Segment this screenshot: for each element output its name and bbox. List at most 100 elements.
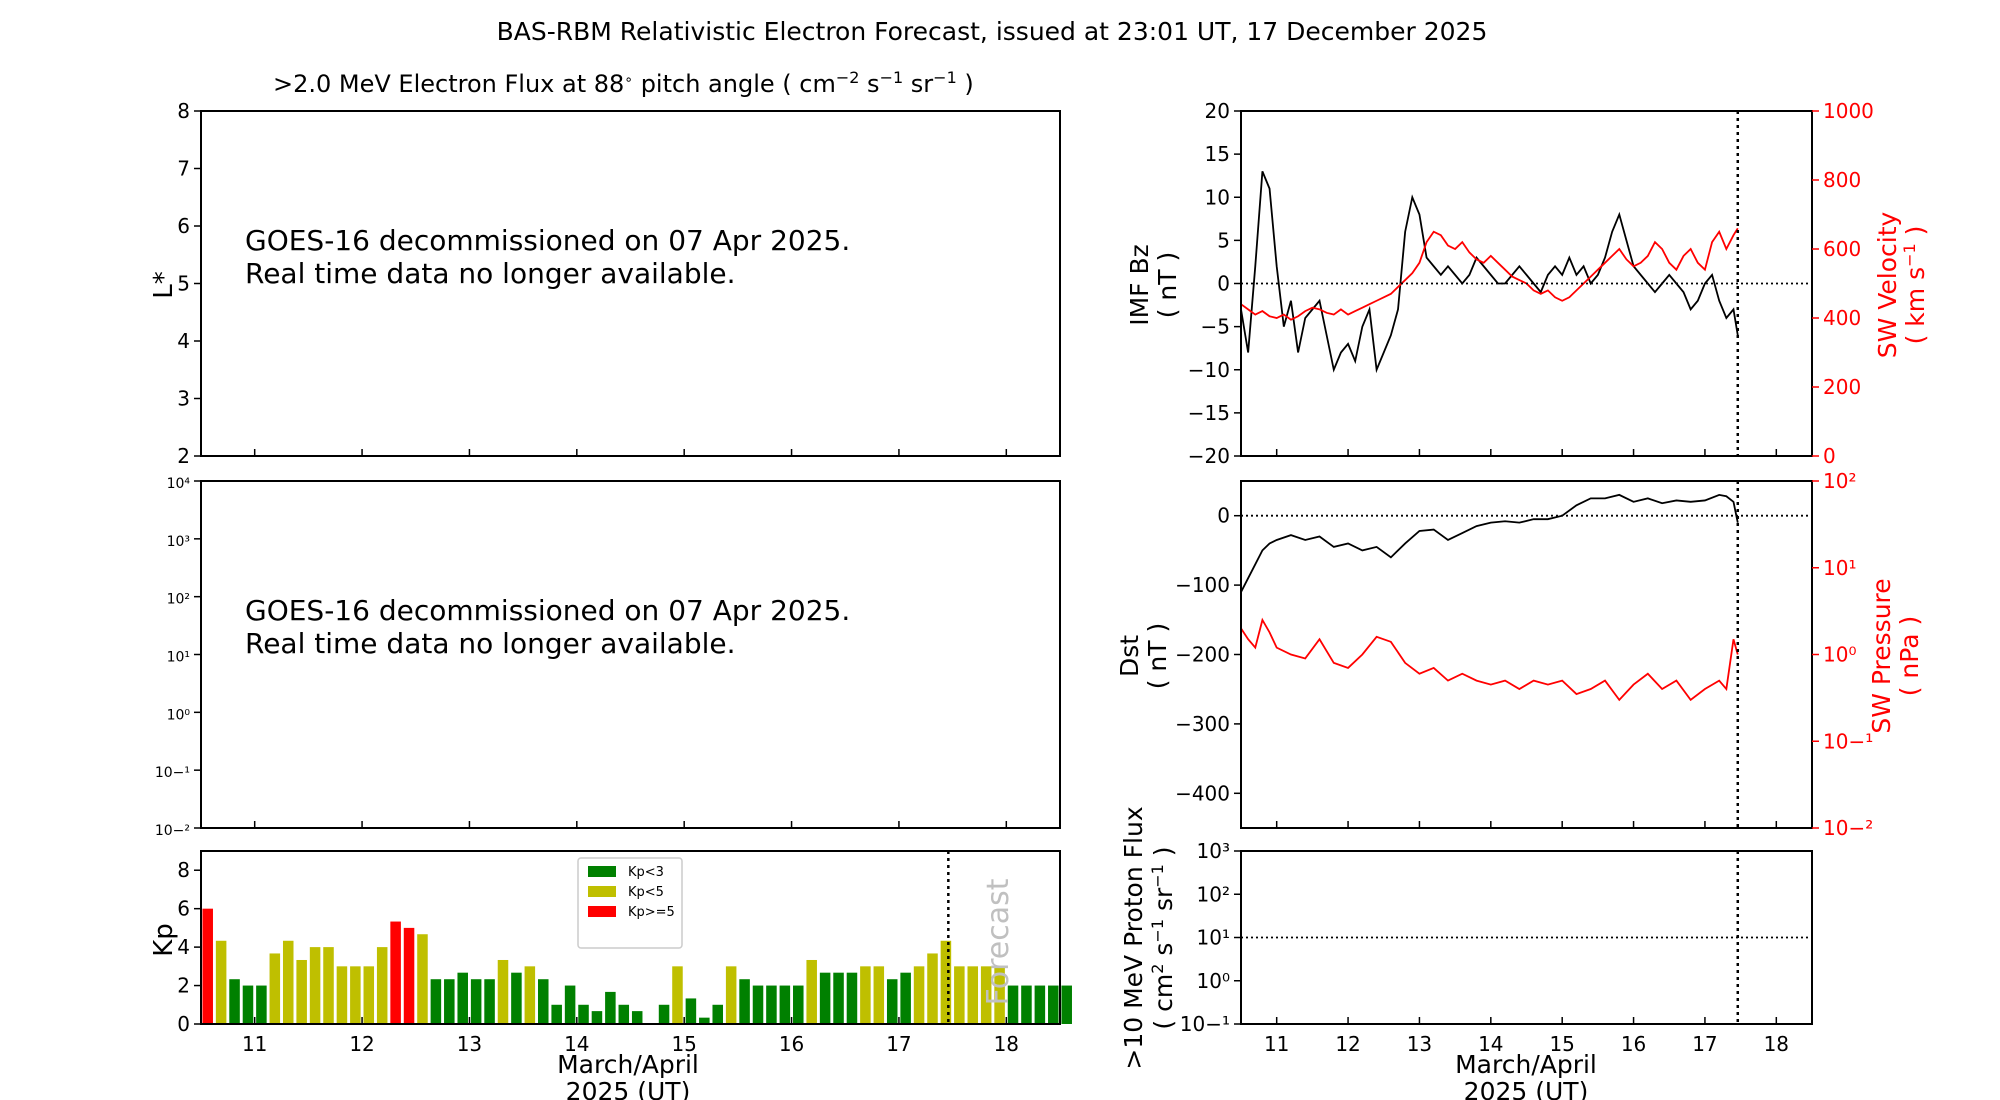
bz-panel: −20 −15 −10 −5 0 5 10 15 20 0 200 400 600 800 1000 IM… <box>1125 99 1930 468</box>
kp-bar <box>739 979 750 1024</box>
kp-bar <box>685 998 697 1024</box>
x-tick-label: 11 <box>242 1032 267 1056</box>
bz-axis-label-2: ( nT ) <box>1153 252 1182 319</box>
pressure-series-line <box>1240 617 1739 702</box>
y-tick-label: 10² <box>1197 882 1230 906</box>
kp-bar <box>269 953 281 1024</box>
y-tick-label: 600 <box>1823 237 1861 261</box>
lstar-panel: >2.0 MeV Electron Flux at 88∘ pitch angl… <box>149 68 1061 468</box>
proton-axis-label-2: ( cm2 s−1 sr−1 ) <box>1148 846 1179 1029</box>
kp-bar <box>752 985 764 1024</box>
kp-bar <box>363 966 375 1024</box>
kp-bar <box>390 921 401 1024</box>
x-tick-label: 18 <box>994 1032 1019 1056</box>
y-tick-label: 800 <box>1823 168 1861 192</box>
y-tick-label: 1000 <box>1823 99 1874 123</box>
y-tick-label: 10⁰ <box>167 707 191 723</box>
y-tick-label: −15 <box>1188 401 1230 425</box>
flux-message-line2: Real time data no longer available. <box>245 627 736 660</box>
kp-bar <box>1007 985 1019 1024</box>
left-xlabel-line1: March/April <box>557 1050 699 1079</box>
kp-bar <box>511 972 522 1024</box>
kp-bar <box>430 979 442 1024</box>
y-tick-label: 0 <box>1217 504 1230 528</box>
kp-bar <box>779 985 791 1024</box>
flux-panel: 10−² 10−¹ 10⁰ 10¹ 10² 10³ 10⁴ GOES-16 decommis… <box>155 476 1061 839</box>
flux-message-line1: GOES-16 decommissioned on 07 Apr 2025. <box>245 594 850 627</box>
kp-bar <box>551 1004 562 1024</box>
y-tick-label: 3 <box>177 387 190 411</box>
kp-bar <box>806 959 817 1024</box>
kp-bar <box>766 985 777 1024</box>
kp-bar <box>524 966 536 1024</box>
kp-bar <box>215 940 227 1024</box>
lstar-x-axis <box>253 449 1008 456</box>
kp-bar <box>497 959 509 1024</box>
proton-panel: 10−¹ 10⁰ 10¹ 10² 10³ 11 12 13 14 15 16 17 18 >10 Me… <box>1119 806 1813 1100</box>
kp-bar <box>350 966 361 1024</box>
kp-bar <box>1061 985 1072 1024</box>
kp-bar <box>403 927 415 1024</box>
kp-bar <box>712 1004 724 1024</box>
kp-bar <box>591 1011 603 1024</box>
x-tick-label: 16 <box>779 1032 804 1056</box>
proton-y-axis: 10−¹ 10⁰ 10¹ 10² 10³ <box>1180 839 1241 1036</box>
y-tick-label: 6 <box>177 897 190 921</box>
pressure-axis-label-2: ( nPa ) <box>1895 616 1924 697</box>
y-tick-label: 10³ <box>167 534 190 550</box>
velocity-y-axis: 0 200 400 600 800 1000 <box>1812 99 1874 468</box>
kp-bar <box>336 966 348 1024</box>
kp-bar <box>376 947 388 1024</box>
kp-bar <box>900 972 911 1024</box>
figure-title: BAS-RBM Relativistic Electron Forecast, … <box>497 17 1488 46</box>
kp-panel: Forecast 0 2 4 6 8 11 12 13 14 15 16 17 18 Kp Kp<3 … <box>149 850 1072 1100</box>
kp-x-axis: 11 12 13 14 15 16 17 18 <box>242 1017 1019 1056</box>
lstar-y-axis: 2 3 4 5 6 7 8 <box>177 99 201 468</box>
x-tick-label: 18 <box>1764 1032 1789 1056</box>
kp-axis-label: Kp <box>149 923 179 957</box>
y-tick-label: 10−² <box>155 823 190 839</box>
kp-bar <box>282 940 294 1024</box>
bz-series-line <box>1240 171 1739 374</box>
bz-axis-label-1: IMF Bz <box>1125 244 1154 326</box>
dst-y-axis: −400 −300 −200 −100 0 <box>1175 504 1241 805</box>
y-tick-label: 10³ <box>1197 839 1230 863</box>
velocity-series-line <box>1240 227 1739 321</box>
kp-bar <box>202 908 213 1024</box>
x-tick-label: 16 <box>1621 1032 1646 1056</box>
y-tick-label: 2 <box>177 444 190 468</box>
y-tick-label: 10² <box>1823 469 1856 493</box>
kp-bar <box>954 966 965 1024</box>
kp-bar <box>846 972 858 1024</box>
flux-x-axis <box>253 821 1008 828</box>
x-tick-label: 12 <box>349 1032 374 1056</box>
kp-legend: Kp<3 Kp<5 Kp>=5 <box>577 857 683 949</box>
lstar-message-line1: GOES-16 decommissioned on 07 Apr 2025. <box>245 224 850 257</box>
x-tick-label: 13 <box>1407 1032 1432 1056</box>
y-tick-label: 4 <box>177 329 190 353</box>
y-tick-label: 10⁰ <box>1197 969 1230 993</box>
right-xlabel-line2: 2025 (UT) <box>1464 1077 1589 1100</box>
y-tick-label: 200 <box>1823 375 1861 399</box>
kp-bar <box>470 979 482 1024</box>
kp-bar <box>229 979 240 1024</box>
x-tick-label: 14 <box>564 1032 589 1056</box>
kp-bars <box>202 908 1072 1024</box>
kp-bar <box>444 979 455 1024</box>
kp-bar <box>1048 985 1059 1024</box>
dst-x-axis <box>1275 821 1778 828</box>
lstar-axis-label: L* <box>149 271 179 299</box>
y-tick-label: 7 <box>177 157 190 181</box>
dst-axis-label-1: Dst <box>1115 635 1144 677</box>
kp-bar <box>578 1004 589 1024</box>
x-tick-label: 15 <box>671 1032 696 1056</box>
y-tick-label: 10−¹ <box>1823 729 1873 753</box>
kp-bar <box>980 966 992 1024</box>
x-tick-label: 15 <box>1549 1032 1574 1056</box>
kp-bar <box>672 966 683 1024</box>
forecast-label: Forecast <box>981 878 1016 1005</box>
y-tick-label: 10−² <box>1823 816 1873 840</box>
pressure-axis-label-1: SW Pressure <box>1867 578 1896 733</box>
flux-y-axis: 10−² 10−¹ 10⁰ 10¹ 10² 10³ 10⁴ <box>155 476 201 839</box>
